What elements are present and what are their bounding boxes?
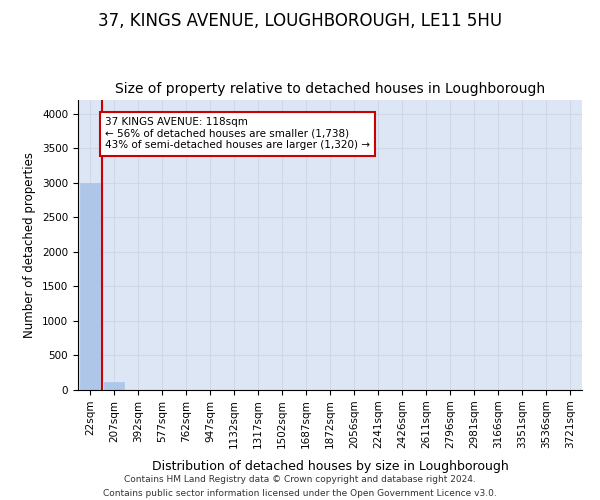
Text: Contains HM Land Registry data © Crown copyright and database right 2024.
Contai: Contains HM Land Registry data © Crown c… — [103, 476, 497, 498]
Text: 37, KINGS AVENUE, LOUGHBOROUGH, LE11 5HU: 37, KINGS AVENUE, LOUGHBOROUGH, LE11 5HU — [98, 12, 502, 30]
Bar — [104, 382, 124, 390]
Y-axis label: Number of detached properties: Number of detached properties — [23, 152, 37, 338]
Text: 37 KINGS AVENUE: 118sqm
← 56% of detached houses are smaller (1,738)
43% of semi: 37 KINGS AVENUE: 118sqm ← 56% of detache… — [105, 118, 370, 150]
Title: Size of property relative to detached houses in Loughborough: Size of property relative to detached ho… — [115, 82, 545, 96]
X-axis label: Distribution of detached houses by size in Loughborough: Distribution of detached houses by size … — [152, 460, 508, 472]
Bar — [80, 183, 100, 390]
